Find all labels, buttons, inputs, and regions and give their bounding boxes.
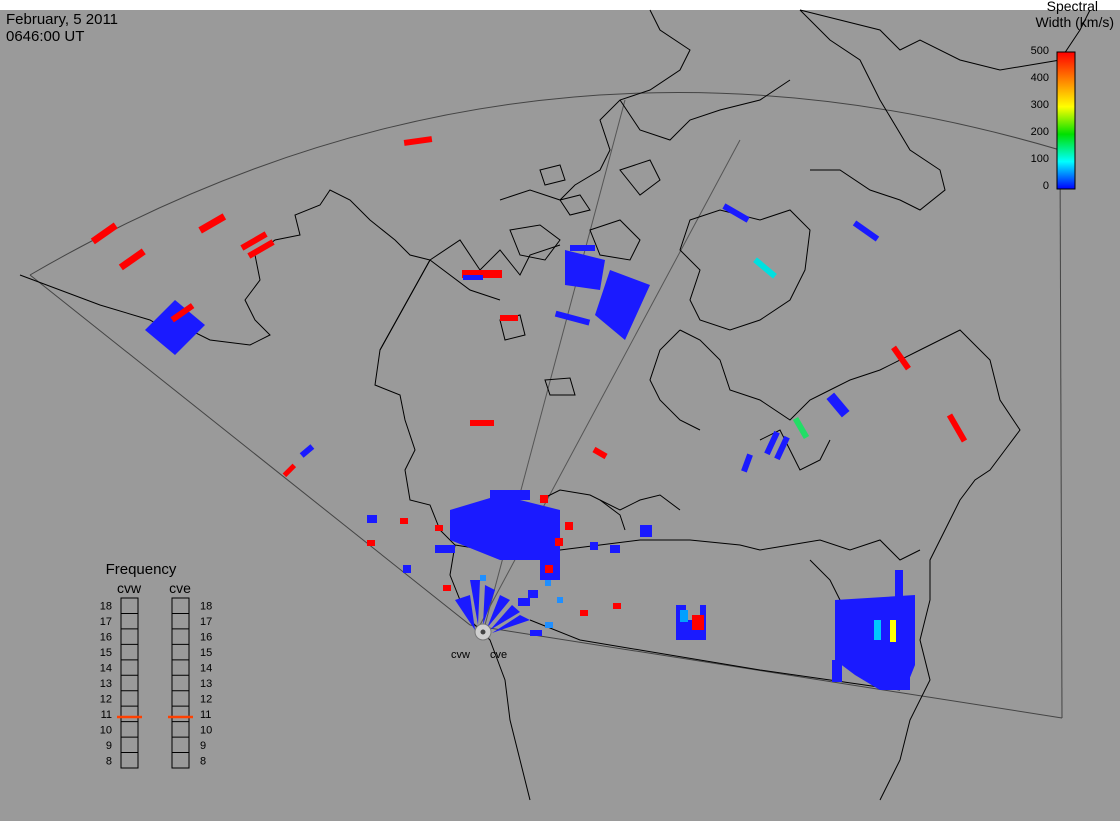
radar-sites: cvw cve xyxy=(451,623,507,661)
frequency-scale-label: 11 xyxy=(200,709,211,721)
frequency-scale-label: 9 xyxy=(200,740,206,752)
frequency-scale-label: 14 xyxy=(100,663,112,675)
echo-cluster-hudson xyxy=(463,245,650,340)
frequency-panel: Frequency cvw cve 18 18 17 17 16 16 15 15 14 14 13… xyxy=(100,561,213,769)
frequency-scale-label: 9 xyxy=(106,740,112,752)
echo-cluster-quebec xyxy=(722,203,968,473)
frequency-scale-label: 13 xyxy=(200,678,212,690)
radar-label-cve: cve xyxy=(490,649,507,661)
frequency-scale-label: 10 xyxy=(100,724,112,736)
echo-near-red xyxy=(367,495,621,616)
legend-tick: 100 xyxy=(1031,153,1049,165)
echo-fan-cyan xyxy=(480,575,563,628)
frequency-scale-label: 17 xyxy=(100,616,112,628)
color-legend: Spectral Width (km/s) 500 400 300 200 10… xyxy=(1031,0,1114,192)
frequency-scale-label: 12 xyxy=(100,693,112,705)
frequency-bar-cve xyxy=(171,597,190,769)
echo-fan-radar xyxy=(455,580,542,636)
frequency-scale-label: 16 xyxy=(100,632,112,644)
frequency-radar-cvw: cvw xyxy=(117,580,142,596)
frequency-scale-label: 10 xyxy=(200,724,212,736)
legend-tick: 400 xyxy=(1031,72,1049,84)
frequency-scale-label: 16 xyxy=(200,632,212,644)
frequency-scale-label: 18 xyxy=(200,601,212,613)
field-of-view xyxy=(29,91,1063,719)
header-time: 0646:00 UT xyxy=(6,28,84,45)
frequency-scale-label: 15 xyxy=(100,647,112,659)
frequency-scale-label: 11 xyxy=(101,709,112,721)
frequency-scale-label: 17 xyxy=(200,616,212,628)
legend-tick: 0 xyxy=(1043,180,1049,192)
frequency-scale-label: 14 xyxy=(200,663,212,675)
echo-cluster-midwest xyxy=(676,605,706,640)
frequency-title: Frequency xyxy=(106,561,177,578)
legend-tick: 300 xyxy=(1031,99,1049,111)
legend-color-bar xyxy=(1056,51,1076,190)
header-date: February, 5 2011 xyxy=(6,11,118,28)
frequency-radar-cve: cve xyxy=(169,580,191,596)
legend-title-line1: Spectral xyxy=(1047,0,1098,14)
echo-cluster-alaska xyxy=(145,300,205,355)
map-background xyxy=(0,10,1120,821)
frequency-scale-labels: 18 18 17 17 16 16 15 15 14 14 13 13 12 12 11 11 10 10 9 9 8 8 xyxy=(100,601,213,768)
frequency-gridlines xyxy=(121,612,189,754)
frequency-scale-label: 13 xyxy=(100,678,112,690)
frequency-scale-label: 8 xyxy=(200,755,206,767)
legend-tick: 200 xyxy=(1031,126,1049,138)
frequency-scale-label: 15 xyxy=(200,647,212,659)
radar-label-cvw: cvw xyxy=(451,649,470,661)
frequency-scale-label: 12 xyxy=(200,693,212,705)
frequency-bar-cvw xyxy=(120,597,139,769)
echo-red-alaska xyxy=(90,136,608,478)
legend-title-line2: Width (km/s) xyxy=(1035,14,1114,30)
radar-echoes xyxy=(90,136,968,690)
arctic-islands xyxy=(499,159,661,396)
frequency-scale-label: 8 xyxy=(106,755,112,767)
echo-cluster-east xyxy=(832,570,915,690)
frequency-scale-label: 18 xyxy=(100,601,112,613)
legend-tick: 500 xyxy=(1031,45,1049,57)
